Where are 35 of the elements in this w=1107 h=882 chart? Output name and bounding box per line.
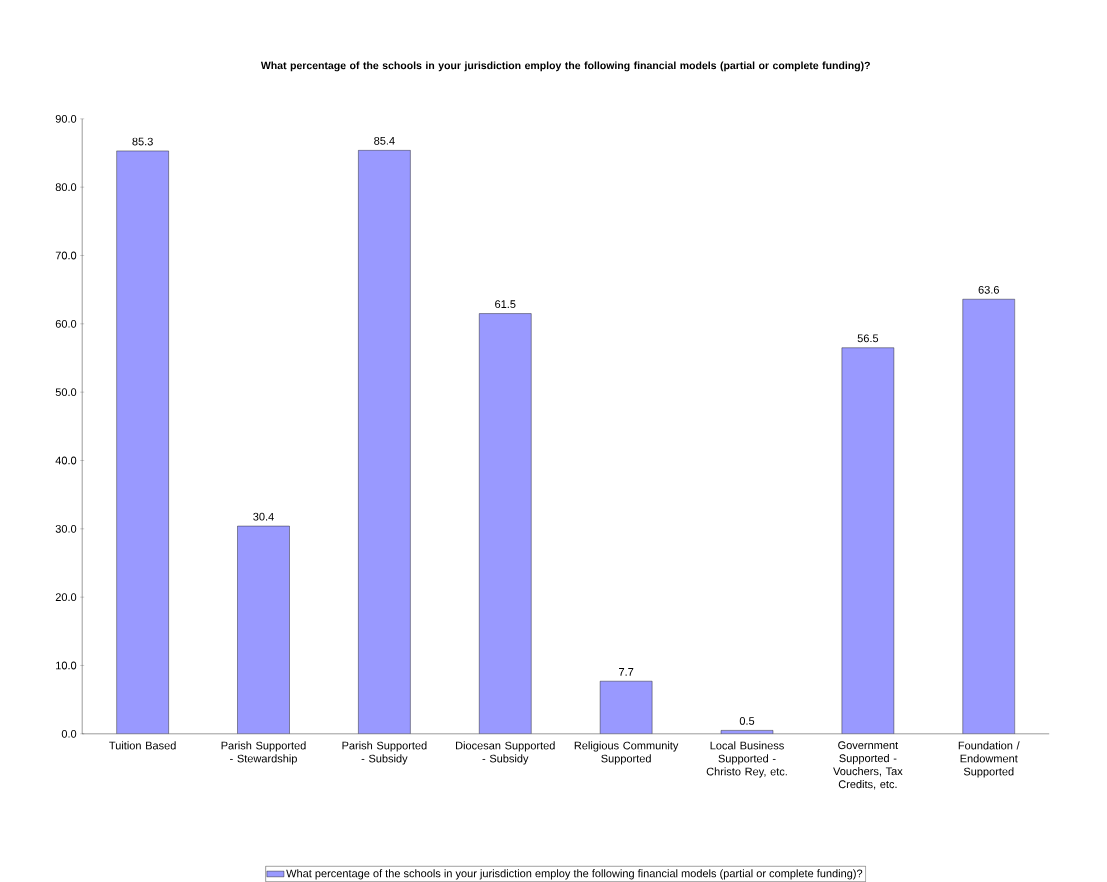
data-label: 61.5 [495,300,516,309]
y-tick-label: 30.0 [55,524,77,533]
y-tick-label: 50.0 [55,388,77,397]
chart-title: What percentage of the schools in your jurisdiction employ the following financial models (partial or complete funding)? [260,61,870,72]
bar [600,681,653,734]
bar [116,150,169,734]
x-tick-label: Foundation / Endowment Supported [958,741,1020,778]
y-tick-label: 60.0 [55,319,77,328]
y-tick-label: 70.0 [55,251,77,260]
data-label: 85.4 [374,136,395,145]
x-tick-label: Government Supported - Vouchers, Tax Credits, etc. [833,741,903,790]
y-tick-label: 40.0 [55,456,77,465]
data-label: 85.3 [132,137,153,146]
y-tick-label: 20.0 [55,593,77,602]
x-tick-label: Tuition Based [109,741,176,750]
x-tick-label: Local Business Supported - Christo Rey, etc. [706,741,787,778]
bar [962,299,1015,734]
data-label: 56.5 [857,334,879,343]
legend-label: What percentage of the schools in your jurisdiction employ the following financial models (partial or complete funding)? [286,869,863,880]
y-tick-label: 80.0 [55,183,77,192]
bar [358,150,411,734]
data-label: 30.4 [253,512,274,521]
x-tick-label: Religious Community Supported [574,741,679,765]
data-label: 7.7 [619,668,634,676]
data-label: 0.5 [739,717,755,725]
x-tick-label: Diocesan Supported - Subsidy [456,741,555,765]
y-tick-label: 0.0 [61,729,77,738]
data-label: 63.6 [978,285,999,294]
x-tick-label: Parish Supported - Stewardship [221,741,306,765]
bar [479,313,532,734]
bar [841,347,894,734]
x-tick-label: Parish Supported - Subsidy [342,741,427,765]
y-tick-label: 10.0 [56,661,77,670]
bar [237,526,290,734]
y-tick-label: 90.0 [55,114,77,123]
